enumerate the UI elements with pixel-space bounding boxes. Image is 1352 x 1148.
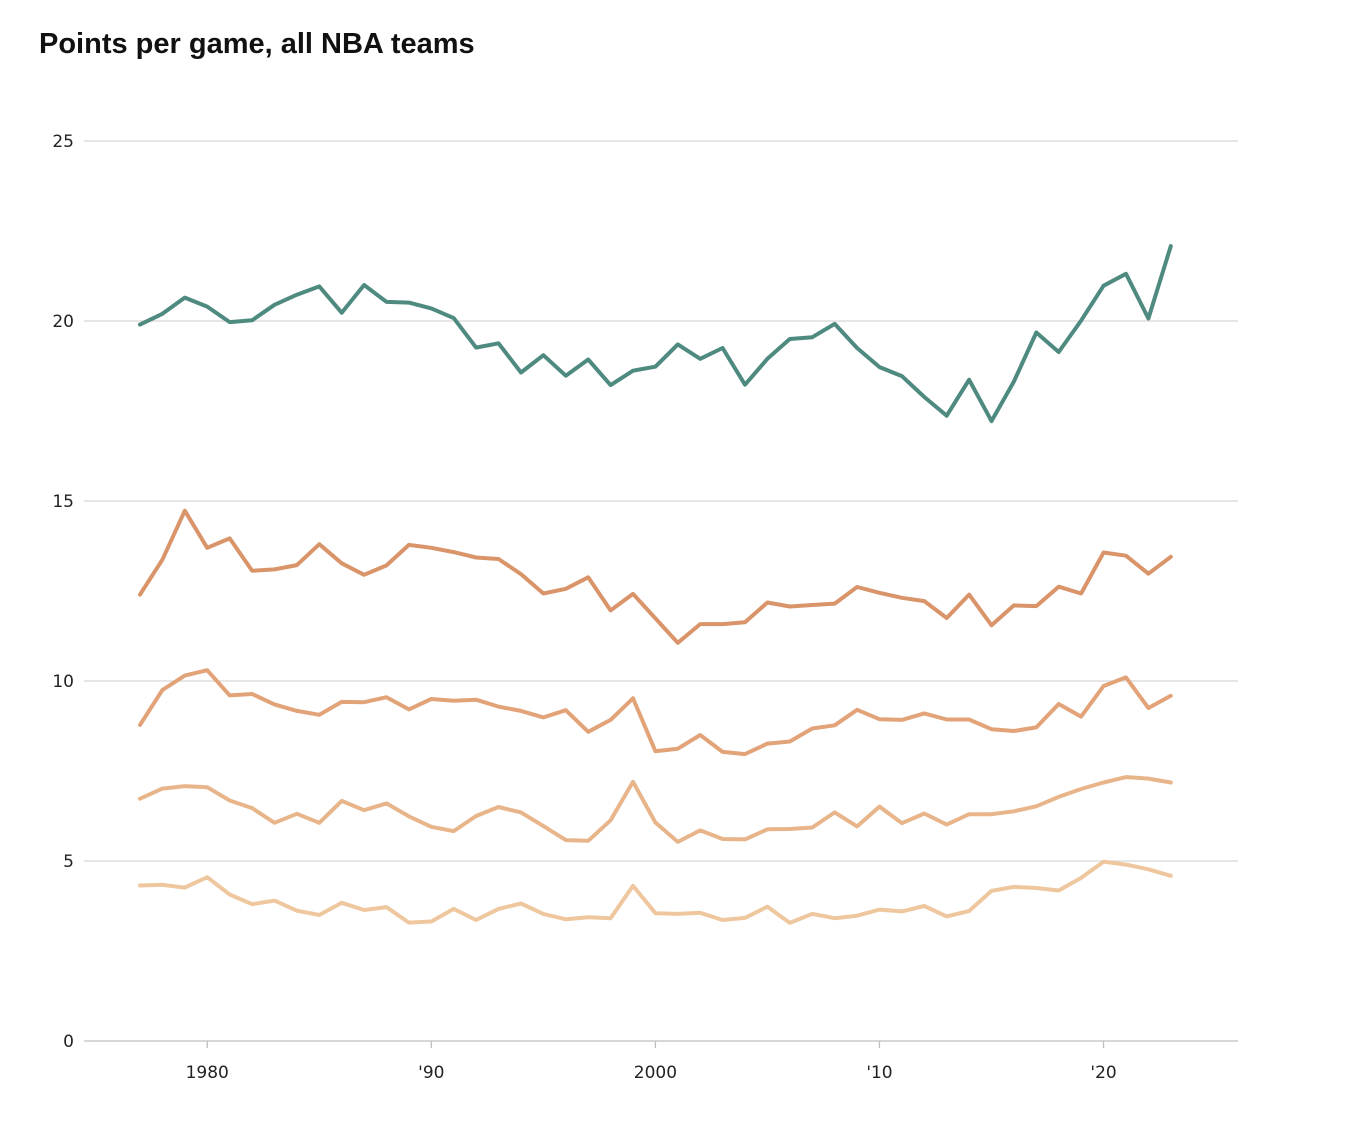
y-tick-label-20: 20: [52, 312, 74, 332]
y-tick-label-0: 0: [63, 1032, 74, 1052]
axes: 0 5 10 15 20 25 1980 '90 2000 '10 '20: [52, 132, 1238, 1083]
series-line-1: [138, 244, 1173, 424]
x-tick-label-1980: 1980: [186, 1063, 229, 1083]
y-tick-label-15: 15: [52, 492, 74, 512]
x-tick-label-2020: '20: [1090, 1063, 1116, 1083]
series-line-5: [138, 859, 1173, 925]
gridlines: [84, 140, 1238, 862]
series-line-2: [138, 508, 1173, 645]
x-tick-label-1990: '90: [418, 1063, 444, 1083]
x-tick-label-2010: '10: [866, 1063, 892, 1083]
series-line-3: [138, 668, 1173, 757]
chart-title: Points per game, all NBA teams: [39, 28, 475, 60]
series-lines: [138, 244, 1173, 925]
y-tick-label-25: 25: [52, 132, 74, 152]
series-line-4: [138, 775, 1173, 844]
y-tick-label-5: 5: [63, 852, 74, 872]
y-tick-label-10: 10: [52, 672, 74, 692]
x-tick-label-2000: 2000: [634, 1063, 677, 1083]
